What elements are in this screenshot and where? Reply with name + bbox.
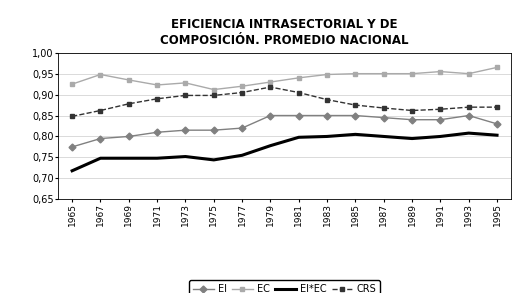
CRS (211, 94, 217, 97)
EI*EC (352, 133, 358, 136)
EC (437, 70, 444, 73)
CRS (125, 102, 132, 105)
EI*EC (494, 133, 500, 137)
CRS (97, 109, 104, 112)
EI (437, 118, 444, 122)
EI*EC (380, 135, 387, 138)
EI*EC (409, 137, 415, 140)
CRS (437, 108, 444, 111)
EI (409, 118, 415, 122)
Legend: EI, EC, EI*EC, CRS: EI, EC, EI*EC, CRS (189, 280, 380, 293)
CRS (296, 91, 302, 94)
EI (69, 145, 75, 149)
EC (69, 82, 75, 86)
EI*EC (239, 154, 245, 157)
EI*EC (267, 144, 274, 147)
EI (97, 137, 104, 140)
CRS (494, 105, 500, 109)
EC (494, 66, 500, 69)
EC (239, 84, 245, 88)
Line: EI*EC: EI*EC (72, 133, 497, 171)
EI*EC (465, 131, 472, 135)
EC (182, 81, 189, 85)
EC (296, 76, 302, 80)
EC (465, 72, 472, 75)
EI*EC (182, 155, 189, 158)
EI*EC (324, 135, 330, 138)
EC (267, 80, 274, 84)
EI*EC (437, 135, 444, 138)
CRS (409, 109, 415, 112)
CRS (267, 85, 274, 89)
EC (97, 73, 104, 76)
CRS (239, 91, 245, 94)
CRS (380, 106, 387, 110)
EI (154, 130, 160, 134)
EC (125, 78, 132, 82)
Line: EI: EI (70, 113, 500, 149)
EI*EC (125, 156, 132, 160)
EI*EC (97, 156, 104, 160)
Line: EC: EC (70, 65, 500, 92)
EC (211, 88, 217, 91)
EI (380, 116, 387, 119)
EC (409, 72, 415, 75)
CRS (352, 103, 358, 107)
Line: CRS: CRS (70, 85, 500, 119)
EI (296, 114, 302, 117)
Title: EFICIENCIA INTRASECTORIAL Y DE
COMPOSICIÓN. PROMEDIO NACIONAL: EFICIENCIA INTRASECTORIAL Y DE COMPOSICI… (160, 18, 409, 47)
EC (154, 83, 160, 87)
EI (182, 128, 189, 132)
EI (465, 114, 472, 117)
EC (324, 73, 330, 76)
CRS (154, 97, 160, 100)
EI (125, 135, 132, 138)
EC (380, 72, 387, 75)
CRS (182, 94, 189, 97)
EI (211, 128, 217, 132)
EI (239, 126, 245, 130)
EI*EC (211, 158, 217, 162)
EI (267, 114, 274, 117)
CRS (465, 105, 472, 109)
EI*EC (296, 136, 302, 139)
EI (352, 114, 358, 117)
EI*EC (69, 169, 75, 173)
CRS (69, 115, 75, 118)
EI (324, 114, 330, 117)
EC (352, 72, 358, 75)
CRS (324, 98, 330, 101)
EI (494, 122, 500, 126)
EI*EC (154, 156, 160, 160)
